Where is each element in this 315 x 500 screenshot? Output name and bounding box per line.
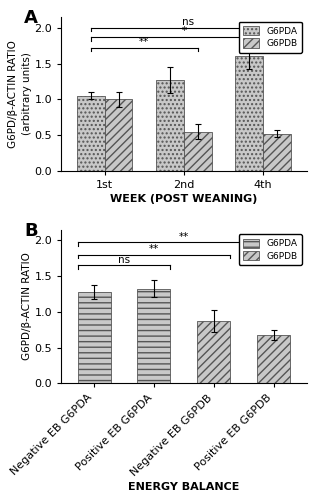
Legend: G6PDA, G6PDB: G6PDA, G6PDB xyxy=(238,22,302,52)
Text: B: B xyxy=(24,222,38,240)
Legend: G6PDA, G6PDB: G6PDA, G6PDB xyxy=(238,234,302,265)
Text: **: ** xyxy=(179,232,189,241)
Bar xyxy=(156,80,184,171)
Text: ns: ns xyxy=(182,17,194,27)
Bar xyxy=(263,134,291,171)
Text: *: * xyxy=(181,26,186,36)
Text: ns: ns xyxy=(118,254,130,264)
Bar xyxy=(137,289,170,384)
Text: **: ** xyxy=(139,37,149,47)
Text: **: ** xyxy=(149,244,159,254)
Bar xyxy=(184,132,212,171)
Bar xyxy=(105,100,132,171)
Text: A: A xyxy=(24,10,38,28)
Bar xyxy=(198,321,230,384)
Y-axis label: G6PD/β-ACTIN RATIO
(arbitrary units): G6PD/β-ACTIN RATIO (arbitrary units) xyxy=(8,40,32,148)
Bar xyxy=(77,96,105,171)
Bar xyxy=(235,56,263,171)
Bar xyxy=(77,292,111,384)
Bar xyxy=(257,336,290,384)
Y-axis label: G6PD/β-ACTIN RATIO: G6PD/β-ACTIN RATIO xyxy=(21,252,32,360)
X-axis label: WEEK (POST WEANING): WEEK (POST WEANING) xyxy=(110,194,258,204)
X-axis label: ENERGY BALANCE: ENERGY BALANCE xyxy=(128,482,240,492)
